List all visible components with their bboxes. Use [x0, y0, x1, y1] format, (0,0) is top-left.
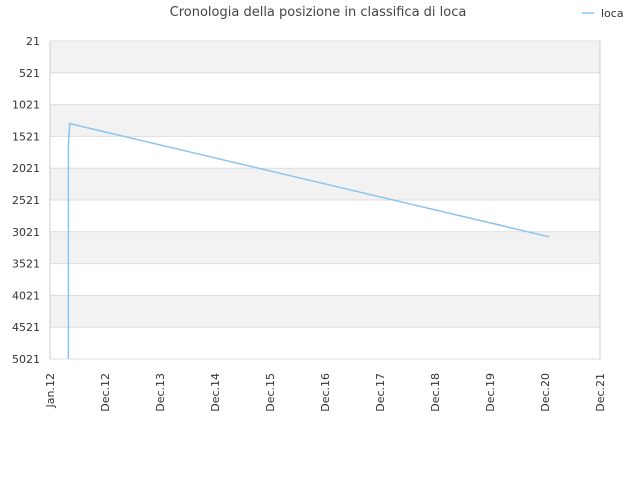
x-tick-label: Dec.19 — [484, 373, 497, 412]
x-tick-label: Dec.13 — [154, 373, 167, 412]
x-tick-label: Dec.14 — [209, 373, 222, 412]
y-tick-label: 1021 — [12, 99, 40, 112]
x-tick-label: Dec.15 — [264, 373, 277, 412]
y-axis: 21 521 1021 1521 2021 2521 3021 3521 4021 4521 502… — [12, 35, 40, 366]
x-tick-label: Jan.12 — [44, 373, 57, 408]
y-tick-label: 521 — [19, 67, 40, 80]
y-tick-label: 5021 — [12, 353, 40, 366]
grid-band — [50, 104, 600, 137]
grid-band — [50, 231, 600, 264]
y-tick-label: 3021 — [12, 226, 40, 239]
legend-label: loca — [601, 7, 624, 20]
x-tick-label: Dec.12 — [99, 373, 112, 412]
y-tick-label: 2521 — [12, 194, 40, 207]
x-tick-label: Dec.17 — [374, 373, 387, 412]
y-tick-label: 2021 — [12, 162, 40, 175]
x-tick-label: Dec.21 — [594, 373, 607, 412]
gridlines — [49, 40, 601, 360]
y-tick-label: 3521 — [12, 258, 40, 271]
legend[interactable]: loca — [582, 7, 624, 20]
x-tick-label: Dec.16 — [319, 373, 332, 412]
y-tick-label: 4021 — [12, 289, 40, 302]
chart-title: Cronologia della posizione in classifica… — [170, 5, 467, 20]
series-layer — [67, 122, 550, 359]
series-line-loca — [67, 122, 550, 359]
x-tick-label: Dec.20 — [539, 373, 552, 412]
y-tick-label: 1521 — [12, 130, 40, 143]
grid-band — [50, 295, 600, 328]
x-tick-label: Dec.18 — [429, 373, 442, 412]
background-bands — [50, 41, 600, 328]
y-tick-label: 21 — [26, 35, 40, 48]
y-tick-label: 4521 — [12, 321, 40, 334]
grid-band — [50, 41, 600, 73]
x-axis: Jan.12 Dec.12 Dec.13 Dec.14 Dec.15 Dec.16 Dec.… — [44, 373, 607, 412]
